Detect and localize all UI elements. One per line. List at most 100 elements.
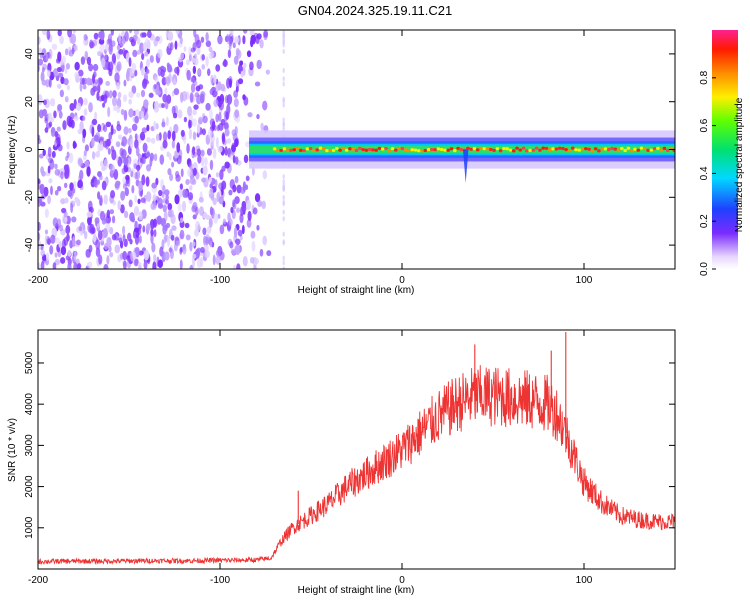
heatmap-cell bbox=[45, 252, 50, 262]
heatmap-cell bbox=[282, 216, 285, 222]
heatmap-cell bbox=[64, 96, 69, 103]
heatmap-cell bbox=[86, 56, 92, 66]
heatmap-cell bbox=[212, 254, 216, 266]
heatmap-cell bbox=[167, 168, 172, 176]
heatmap-cell bbox=[164, 189, 170, 196]
heatmap-cell bbox=[282, 122, 285, 128]
heatmap-cell bbox=[40, 260, 45, 269]
heatmap-cell bbox=[124, 187, 129, 197]
heatmap-cell bbox=[54, 237, 60, 244]
heatmap-cell bbox=[257, 200, 263, 207]
heatmap-cell bbox=[282, 39, 285, 45]
heatmap-cell bbox=[259, 39, 264, 49]
heatmap-cell bbox=[282, 231, 285, 237]
heatmap-cell bbox=[242, 94, 246, 101]
heatmap-cell bbox=[157, 259, 164, 268]
signal-peak bbox=[456, 146, 460, 150]
colorbar-tick-label: 0.6 bbox=[699, 118, 710, 132]
heatmap-cell bbox=[200, 155, 205, 167]
heatmap-cell bbox=[206, 226, 212, 234]
signal-peak bbox=[495, 147, 500, 151]
signal-peak bbox=[515, 146, 519, 150]
heatmap-cell bbox=[189, 176, 196, 185]
heatmap-cell bbox=[64, 216, 68, 223]
signal-peak bbox=[636, 148, 641, 152]
snr-ytick-label: 3000 bbox=[24, 434, 35, 457]
heatmap-cell bbox=[198, 119, 203, 125]
heatmap-cell bbox=[220, 83, 226, 92]
signal-peak bbox=[449, 147, 454, 151]
heatmap-cell bbox=[173, 88, 180, 96]
heatmap-cell bbox=[171, 130, 176, 142]
heatmap-cell bbox=[240, 206, 244, 217]
heatmap-cell bbox=[38, 221, 41, 232]
heatmap-cell bbox=[200, 90, 206, 98]
heatmap-cell bbox=[164, 76, 170, 84]
heatmap-cell bbox=[110, 30, 114, 36]
snr-ytick-label: 1000 bbox=[24, 516, 35, 539]
heatmap-cell bbox=[180, 129, 185, 137]
heatmap-cell bbox=[210, 74, 214, 85]
signal-peak bbox=[567, 148, 572, 153]
heatmap-cell bbox=[260, 122, 264, 131]
heatmap-cell bbox=[116, 61, 122, 72]
heatmap-cell bbox=[265, 69, 270, 75]
signal-peak bbox=[564, 147, 568, 152]
signal-peak bbox=[335, 146, 339, 151]
heatmap-cell bbox=[165, 116, 169, 127]
signal-peak bbox=[397, 147, 401, 151]
heatmap-cell bbox=[209, 139, 215, 146]
heatmap-cell bbox=[129, 138, 134, 149]
heatmap-cell bbox=[153, 229, 157, 238]
heatmap-cell bbox=[245, 141, 251, 148]
snr-frame bbox=[37, 329, 676, 570]
heatmap-cell bbox=[229, 178, 235, 190]
heatmap-cell bbox=[189, 185, 193, 191]
heatmap-cell bbox=[64, 197, 69, 204]
signal-peak bbox=[646, 148, 650, 152]
heatmap-cell bbox=[139, 157, 143, 164]
heatmap-cell bbox=[169, 173, 174, 182]
heatmap-cell bbox=[100, 57, 106, 68]
heatmap-cell bbox=[156, 215, 162, 225]
heatmap-cell bbox=[247, 210, 252, 222]
heatmap-cell bbox=[224, 161, 230, 169]
heatmap-cell bbox=[262, 170, 268, 180]
heatmap-cell bbox=[157, 48, 163, 59]
heatmap-cell bbox=[130, 168, 136, 178]
signal-peak bbox=[489, 147, 493, 152]
heatmap-ytick-label: -40 bbox=[24, 237, 35, 252]
heatmap-cell bbox=[232, 42, 236, 49]
heatmap-cell bbox=[282, 32, 285, 38]
heatmap-cell bbox=[169, 248, 174, 260]
heatmap-cell bbox=[53, 110, 57, 119]
signal-peak bbox=[416, 149, 421, 153]
heatmap-cell bbox=[106, 138, 111, 147]
heatmap-cell bbox=[56, 185, 62, 192]
heatmap-cell bbox=[50, 98, 56, 107]
signal-peak bbox=[577, 148, 582, 152]
heatmap-cell bbox=[152, 261, 157, 269]
heatmap-cell bbox=[232, 264, 236, 269]
heatmap-cell bbox=[231, 142, 236, 153]
heatmap-cell bbox=[72, 188, 76, 194]
signal-peak bbox=[629, 149, 634, 153]
snr-xtick-label: -200 bbox=[28, 575, 48, 586]
heatmap-cell bbox=[282, 48, 285, 54]
signal-peak bbox=[534, 146, 539, 150]
heatmap-cell bbox=[246, 218, 252, 228]
heatmap-cell bbox=[95, 247, 101, 258]
heatmap-cell bbox=[236, 263, 241, 269]
heatmap-cell bbox=[157, 197, 163, 208]
signal-peak bbox=[590, 149, 595, 153]
heatmap-cell bbox=[190, 76, 195, 83]
heatmap-cell bbox=[282, 209, 285, 215]
heatmap-cell bbox=[38, 232, 41, 242]
heatmap-cell bbox=[153, 218, 157, 228]
heatmap-cell bbox=[188, 119, 191, 129]
signal-peak bbox=[390, 146, 395, 151]
signal-peak bbox=[485, 147, 490, 151]
heatmap-cell bbox=[92, 85, 98, 93]
signal-peak bbox=[623, 148, 627, 153]
signal-peak bbox=[302, 149, 306, 153]
